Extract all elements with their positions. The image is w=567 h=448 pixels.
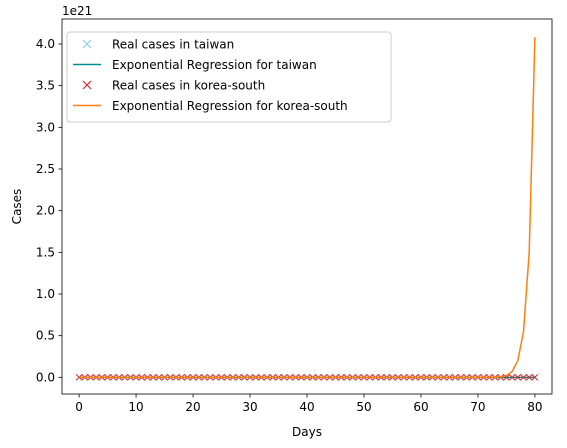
y-tick-label: 2.5	[36, 162, 55, 176]
x-tick-label: 40	[299, 400, 314, 414]
plot-area	[75, 37, 539, 381]
x-tick-label: 10	[128, 400, 143, 414]
x-tick-label: 20	[185, 400, 200, 414]
legend-label: Exponential Regression for korea-south	[112, 99, 348, 113]
y-tick-label: 1.0	[36, 287, 55, 301]
x-tick-label: 30	[242, 400, 257, 414]
legend-item: Exponential Regression for korea-south	[73, 99, 348, 113]
legend-item: Exponential Regression for taiwan	[73, 58, 317, 72]
legend-marker-swatch	[82, 80, 92, 90]
y-offset-label: 1e21	[62, 4, 92, 18]
y-tick-label: 3.5	[36, 79, 55, 93]
legend-label: Exponential Regression for taiwan	[112, 58, 317, 72]
x-tick-label: 60	[413, 400, 428, 414]
legend-label: Real cases in taiwan	[112, 38, 234, 52]
data-point	[520, 373, 527, 381]
axes: 0 10 20 30 40 50 60 70 80 0.0 0.5 1.0 1.5 2.0 2.5 3.0 3.…	[36, 18, 553, 414]
x-tick-label: 0	[75, 400, 83, 414]
data-point	[531, 373, 539, 381]
x-axis-label: Days	[292, 425, 322, 439]
data-point	[525, 373, 533, 381]
legend-label: Real cases in korea-south	[112, 79, 265, 93]
y-tick-label: 4.0	[36, 37, 55, 51]
legend-item: Real cases in korea-south	[82, 79, 265, 93]
x-tick-label: 80	[527, 400, 542, 414]
x-tick-label: 50	[356, 400, 371, 414]
legend: Real cases in taiwan Exponential Regressi…	[66, 31, 392, 123]
legend-item: Real cases in taiwan	[82, 38, 234, 52]
data-point	[514, 373, 522, 381]
legend-marker-swatch	[82, 39, 92, 49]
y-tick-label: 3.0	[36, 120, 55, 134]
series-line	[79, 37, 536, 379]
y-tick-label: 1.5	[36, 245, 55, 259]
y-tick-label: 2.0	[36, 204, 55, 218]
legend-box	[66, 31, 392, 123]
y-axis-label: Cases	[10, 189, 24, 225]
x-tick-label: 70	[470, 400, 485, 414]
y-tick-label: 0.0	[36, 370, 55, 384]
data-point	[508, 373, 516, 381]
y-tick-label: 0.5	[36, 329, 55, 343]
series-3	[79, 37, 536, 379]
